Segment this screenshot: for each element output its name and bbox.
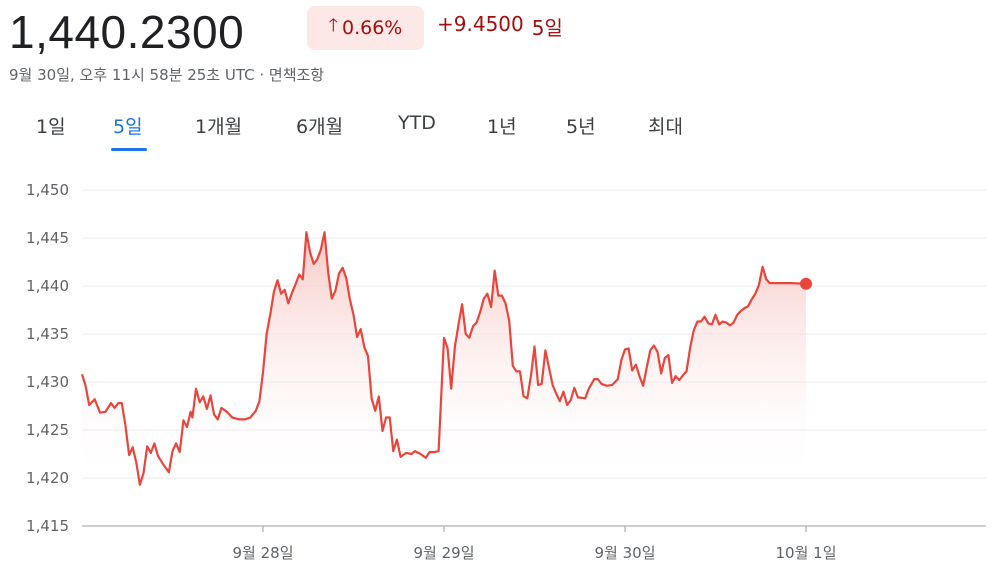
tab-1m[interactable]: 1개월	[195, 112, 242, 139]
y-tick-label: 1,430	[26, 373, 69, 391]
tab-max[interactable]: 최대	[648, 112, 683, 139]
active-tab-indicator	[111, 148, 147, 151]
y-tick-label: 1,450	[26, 181, 69, 199]
y-tick-label: 1,445	[26, 229, 69, 247]
tab-ytd[interactable]: YTD	[398, 112, 436, 134]
tab-1d[interactable]: 1일	[36, 112, 66, 139]
x-tick-label: 9월 29일	[414, 544, 475, 562]
timestamp-disclaimer[interactable]: 9월 30일, 오후 11시 58분 25초 UTC · 면책조항	[9, 66, 325, 84]
price-line	[80, 231, 807, 486]
tab-label: 6개월	[296, 116, 344, 138]
current-price: 1,440.2300	[9, 6, 245, 58]
percent-change-badge: 🡑 0.66%	[307, 6, 424, 50]
y-tick-label: 1,420	[26, 469, 69, 487]
arrow-up-icon: 🡑	[328, 15, 338, 36]
y-tick-label: 1,425	[26, 421, 69, 439]
percent-change-value: 0.66%	[342, 17, 403, 39]
tab-5y[interactable]: 5년	[566, 112, 596, 139]
tab-label: 1일	[36, 116, 66, 138]
tab-1y[interactable]: 1년	[487, 112, 517, 139]
last-price-marker	[800, 277, 812, 290]
range-tabs: 1일 5일 1개월 6개월 YTD 1년 5년 최대	[0, 112, 994, 152]
tab-5d[interactable]: 5일	[111, 112, 147, 151]
tab-label: 최대	[648, 116, 683, 138]
period-label: 5일	[531, 16, 563, 40]
absolute-change-value: +9.4500	[437, 12, 524, 36]
y-tick-label: 1,440	[26, 277, 69, 295]
tab-label: 5년	[566, 116, 596, 138]
x-axis: 9월 28일 9월 29일 9월 30일 10월 1일	[233, 526, 837, 562]
x-tick-label: 9월 28일	[233, 544, 294, 562]
tab-6m[interactable]: 6개월	[296, 112, 343, 139]
y-axis: 1,450 1,445 1,440 1,435 1,430 1,425 1,420 1,415	[26, 181, 69, 535]
y-tick-label: 1,415	[26, 517, 69, 535]
tab-label: 1개월	[195, 116, 243, 138]
absolute-change: +9.4500 5일	[437, 12, 563, 41]
tab-label: 1년	[487, 116, 517, 138]
y-tick-label: 1,435	[26, 325, 69, 343]
x-tick-label: 10월 1일	[776, 544, 837, 562]
tab-label: YTD	[398, 112, 436, 134]
tab-label: 5일	[113, 116, 143, 138]
x-tick-label: 9월 30일	[595, 544, 656, 562]
